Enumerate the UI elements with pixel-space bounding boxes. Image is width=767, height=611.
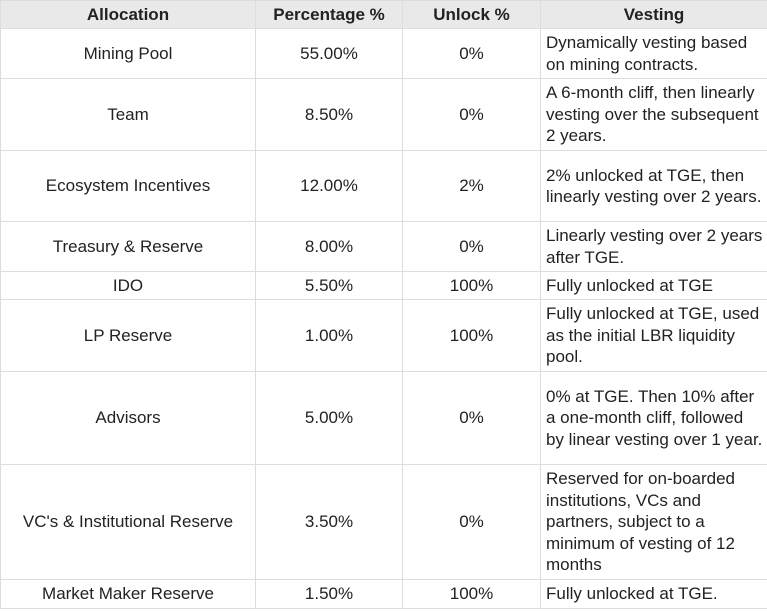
table-cell: 1.50%	[255, 579, 403, 609]
table-cell: Ecosystem Incentives	[0, 150, 256, 222]
table-row: Ecosystem Incentives 12.00% 2% 2% unlocked …	[0, 150, 767, 222]
table-cell: Team	[0, 78, 256, 151]
table-cell: 12.00%	[255, 150, 403, 222]
column-header: Percentage %	[255, 0, 403, 29]
table-cell: 100%	[402, 579, 541, 609]
table-cell: IDO	[0, 271, 256, 300]
table-row: Advisors 5.00% 0% 0% at TGE. Then 10% after…	[0, 371, 767, 465]
table-row: LP Reserve 1.00% 100% Fully unlocked at TGE…	[0, 299, 767, 372]
table-cell: 0%	[402, 371, 541, 465]
header-row: Allocation Percentage % Unlock % Vesting	[0, 0, 767, 29]
table-row: Treasury & Reserve 8.00% 0% Linearly vestin…	[0, 221, 767, 272]
table-cell: 8.50%	[255, 78, 403, 151]
table-cell: Advisors	[0, 371, 256, 465]
table-cell: 100%	[402, 271, 541, 300]
table-row: Team 8.50% 0% A 6-month cliff, then linearl…	[0, 78, 767, 151]
table-cell: 2%	[402, 150, 541, 222]
table-cell: A 6-month cliff, then linearly vesting o…	[540, 78, 767, 151]
table-cell: 55.00%	[255, 28, 403, 79]
table-row: Mining Pool 55.00% 0% Dynamically vesting b…	[0, 28, 767, 79]
column-header: Allocation	[0, 0, 256, 29]
column-header: Unlock %	[402, 0, 541, 29]
table-cell: VC's & Institutional Reserve	[0, 464, 256, 580]
table-cell: Dynamically vesting based on mining cont…	[540, 28, 767, 79]
table-row: IDO 5.50% 100% Fully unlocked at TGE	[0, 271, 767, 300]
table-cell: 0%	[402, 221, 541, 272]
table-cell: 2% unlocked at TGE, then linearly vestin…	[540, 150, 767, 222]
table-cell: 100%	[402, 299, 541, 372]
table-cell: 8.00%	[255, 221, 403, 272]
table-row: VC's & Institutional Reserve 3.50% 0% Reser…	[0, 464, 767, 580]
table-cell: 5.00%	[255, 371, 403, 465]
table-cell: 1.00%	[255, 299, 403, 372]
table-cell: Mining Pool	[0, 28, 256, 79]
table-cell: Linearly vesting over 2 years after TGE.	[540, 221, 767, 272]
table-cell: Reserved for on-boarded institutions, VC…	[540, 464, 767, 580]
table-cell: 0%	[402, 28, 541, 79]
table-cell: 3.50%	[255, 464, 403, 580]
table-cell: Market Maker Reserve	[0, 579, 256, 609]
table-cell: 0%	[402, 78, 541, 151]
table-cell: Treasury & Reserve	[0, 221, 256, 272]
table-cell: Fully unlocked at TGE	[540, 271, 767, 300]
table-cell: LP Reserve	[0, 299, 256, 372]
table-cell: 0%	[402, 464, 541, 580]
table-cell: 5.50%	[255, 271, 403, 300]
table-cell: Fully unlocked at TGE, used as the initi…	[540, 299, 767, 372]
table-cell: 0% at TGE. Then 10% after a one-month cl…	[540, 371, 767, 465]
table-cell: Fully unlocked at TGE.	[540, 579, 767, 609]
column-header: Vesting	[540, 0, 767, 29]
table-row: Market Maker Reserve 1.50% 100% Fully unloc…	[0, 579, 767, 609]
